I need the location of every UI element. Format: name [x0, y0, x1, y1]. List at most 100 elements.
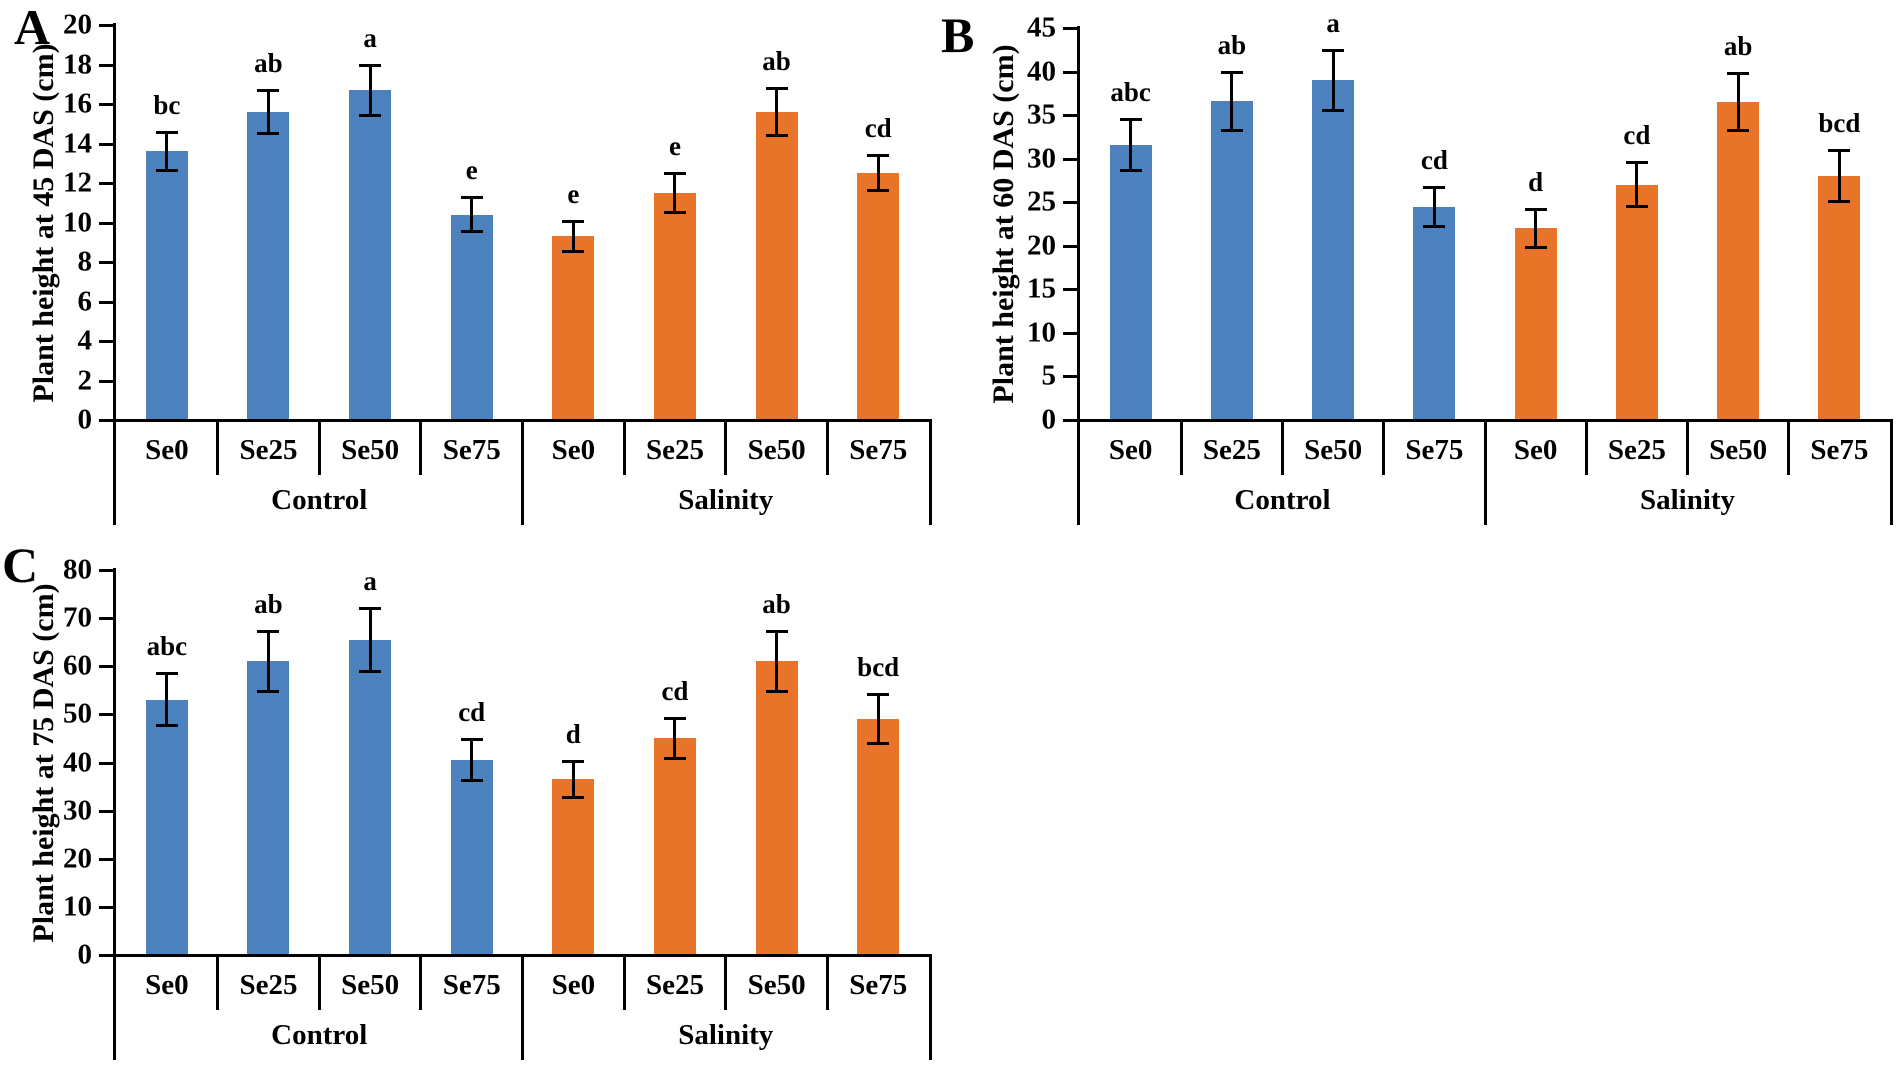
y-tick-label: 50: [63, 697, 92, 730]
significance-letter: ab: [254, 589, 283, 620]
y-tick-label: 0: [1041, 403, 1057, 436]
category-cell: Se50: [341, 969, 400, 1001]
category-cell: Se0: [551, 434, 596, 466]
error-bar-line: [165, 673, 169, 727]
y-tick-label: 15: [1027, 272, 1056, 305]
error-bar-line: [470, 739, 474, 781]
category-divider: [622, 420, 626, 475]
error-bar-cap-bottom: [562, 795, 585, 799]
y-axis-line: [113, 568, 116, 1060]
y-tick-label: 30: [1027, 142, 1056, 175]
group-label: Salinity: [678, 484, 774, 516]
y-tick-mark: [99, 300, 113, 304]
error-bar-line: [1230, 71, 1234, 131]
error-bar-cap-top: [765, 87, 788, 91]
significance-letter: d: [565, 719, 581, 750]
y-tick-label: 60: [63, 649, 92, 682]
significance-letter: cd: [458, 697, 486, 728]
y-tick-mark: [99, 142, 113, 146]
error-bar-line: [368, 64, 372, 116]
category-divider: [622, 955, 626, 1010]
y-tick-label: 45: [1027, 11, 1056, 44]
y-tick-label: 20: [63, 8, 92, 41]
bar-salinity-se25: [653, 192, 696, 420]
y-tick-label: 80: [63, 553, 92, 586]
significance-letter: ab: [1217, 29, 1247, 60]
error-bar-cap-bottom: [460, 230, 483, 234]
error-bar-cap-bottom: [460, 778, 483, 782]
y-tick-mark: [99, 809, 113, 813]
y-tick-mark: [99, 221, 113, 225]
panel-label: C: [2, 537, 39, 593]
bar-control-se50: [349, 639, 392, 955]
error-bar-line: [571, 761, 575, 798]
y-tick-mark: [99, 569, 113, 572]
error-bar-cap-bottom: [1524, 245, 1547, 249]
category-divider: [1179, 420, 1183, 475]
category-cell: Se75: [442, 969, 501, 1001]
bar-control-se25: [247, 661, 290, 955]
y-tick-mark: [99, 24, 113, 27]
error-bar-line: [673, 173, 677, 213]
y-tick-label: 18: [63, 48, 92, 80]
category-divider: [317, 955, 321, 1010]
category-divider: [724, 420, 728, 475]
y-tick-mark: [99, 905, 113, 909]
group-divider: [521, 955, 524, 1060]
bar-control-se0: [145, 699, 188, 955]
bar-salinity-se0: [552, 236, 595, 420]
error-bar-cap-bottom: [1322, 108, 1345, 112]
group-divider: [521, 420, 524, 525]
error-bar-cap-bottom: [257, 131, 280, 135]
y-tick-label: 0: [77, 403, 93, 436]
error-bar-cap-top: [765, 629, 788, 633]
category-cell: Se75: [849, 969, 908, 1001]
y-tick-label: 20: [1027, 229, 1056, 262]
error-bar-cap-top: [460, 738, 483, 742]
y-tick-label: 2: [77, 364, 93, 396]
error-bar-cap-top: [257, 89, 280, 93]
category-cell: Se0: [145, 969, 189, 1001]
error-bar-line: [775, 630, 779, 693]
bar-control-se50: [349, 90, 392, 420]
bar-control-se25: [1210, 101, 1253, 420]
y-tick-mark: [99, 617, 113, 621]
error-bar-line: [1837, 149, 1841, 203]
significance-letter: bc: [153, 89, 181, 120]
significance-letter: cd: [1420, 144, 1448, 175]
error-bar-line: [1736, 73, 1740, 131]
error-bar-cap-top: [1727, 72, 1750, 76]
category-divider: [1787, 420, 1791, 475]
bar-salinity-se0: [1514, 228, 1557, 420]
category-cell: Se25: [1607, 434, 1666, 466]
error-bar-cap-bottom: [257, 689, 280, 693]
error-bar-cap-bottom: [867, 742, 890, 746]
significance-letter: abc: [146, 631, 188, 662]
category-divider: [419, 420, 423, 475]
error-bar-cap-top: [1322, 48, 1345, 52]
category-cell: Se50: [747, 434, 806, 466]
significance-letter: ab: [254, 48, 283, 79]
bar-salinity-se75: [857, 719, 900, 955]
bar-control-se0: [145, 151, 188, 420]
error-bar-cap-bottom: [765, 133, 788, 137]
category-cell: Se0: [1513, 434, 1558, 466]
significance-letter: a: [363, 565, 377, 596]
error-bar-cap-bottom: [359, 670, 382, 674]
category-divider: [724, 955, 728, 1010]
y-tick-mark: [99, 419, 113, 422]
category-cell: Se75: [1810, 434, 1869, 466]
error-bar-line: [1534, 209, 1538, 248]
significance-letter: abc: [1110, 76, 1151, 107]
error-bar-line: [266, 631, 270, 692]
bar-salinity-se50: [755, 111, 798, 420]
error-bar-cap-top: [1119, 117, 1142, 121]
group-label: Control: [271, 484, 368, 516]
y-tick-mark: [99, 665, 113, 669]
error-bar-cap-bottom: [663, 757, 686, 761]
y-tick-mark: [1063, 201, 1077, 205]
significance-letter: bcd: [1818, 107, 1861, 138]
category-cell: Se75: [442, 434, 501, 466]
bar-salinity-se25: [1615, 184, 1658, 420]
error-bar-line: [876, 155, 880, 191]
